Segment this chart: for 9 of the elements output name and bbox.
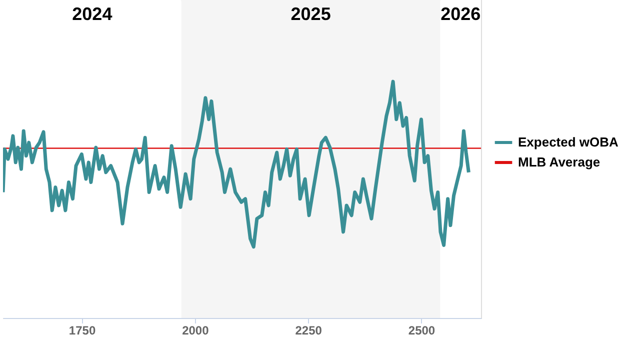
band-label: 2026: [440, 4, 481, 24]
x-tick-label: 2000: [182, 324, 210, 338]
x-tick-label: 1750: [68, 324, 96, 338]
legend-label: Expected wOBA: [518, 134, 620, 150]
legend-label: MLB Average: [518, 154, 600, 170]
band-label: 2025: [290, 4, 331, 24]
x-tick-label: 2500: [408, 324, 436, 338]
band-label: 2024: [72, 4, 112, 24]
x-tick-label: 2250: [295, 324, 322, 338]
